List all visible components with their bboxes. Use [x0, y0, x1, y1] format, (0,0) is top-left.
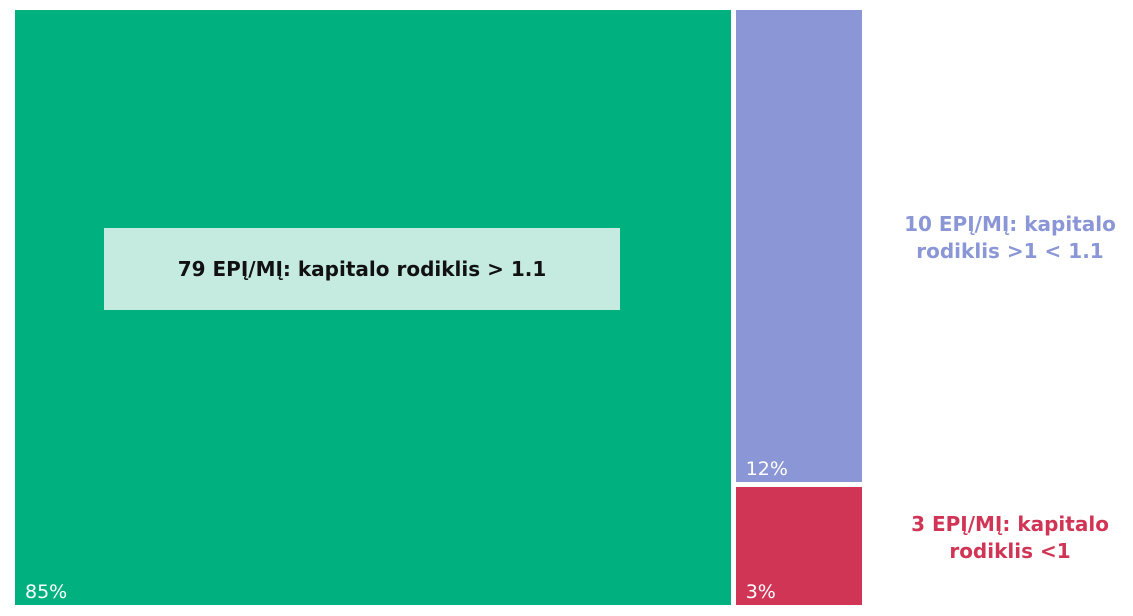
- tile-label: 79 EPĮ/MĮ: kapitalo rodiklis > 1.1: [104, 228, 620, 310]
- value-label: 3%: [745, 581, 776, 603]
- value-label: 85%: [25, 581, 68, 603]
- tile: 12%: [735, 10, 862, 482]
- tile-label: 3 EPĮ/MĮ: kapitalo rodiklis <1: [911, 512, 1109, 563]
- tile: 3%: [735, 487, 862, 605]
- value-label: 12%: [745, 458, 788, 480]
- tile-label: 10 EPĮ/MĮ: kapitalo rodiklis >1 < 1.1: [904, 212, 1116, 263]
